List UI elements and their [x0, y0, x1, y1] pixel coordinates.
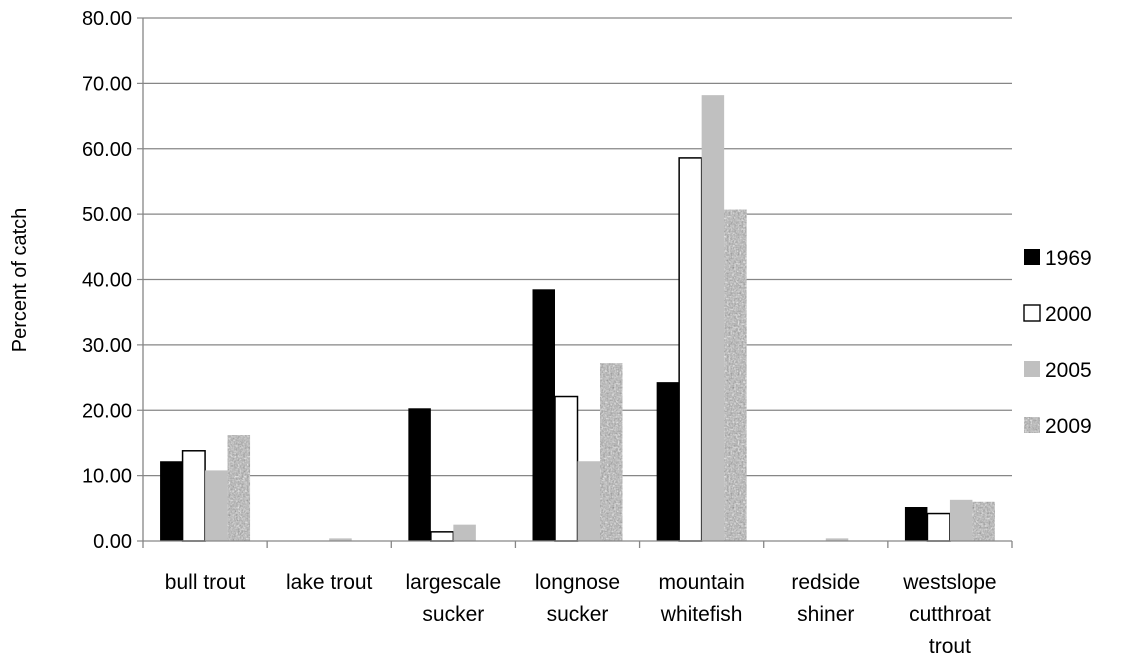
y-tick-label: 0.00	[93, 531, 132, 553]
bar-2005-6	[949, 499, 973, 541]
bar-2000-3	[554, 395, 579, 542]
bar-1969-2	[408, 408, 431, 541]
bar-1969-4	[656, 382, 680, 541]
bar-2009-3	[600, 363, 623, 541]
bar-2000-0	[181, 450, 206, 542]
bar-2000-4	[678, 157, 703, 542]
bar-2000-2	[430, 531, 455, 542]
y-axis-ticks: 0.00 10.00 20.00 30.00 40.00 50.00 60.00 70.00 8…	[82, 8, 143, 553]
bars	[160, 95, 995, 542]
x-category-label: largescale sucker	[405, 571, 501, 626]
legend-swatch-1969	[1024, 249, 1040, 265]
bar-2005-1	[329, 538, 352, 541]
y-tick-label: 80.00	[82, 8, 132, 30]
x-category-label: longnose sucker	[535, 571, 620, 626]
y-tick-label: 40.00	[82, 270, 132, 292]
x-category-label: bull trout	[165, 571, 246, 594]
bar-1969-3	[532, 289, 555, 541]
legend-label-2009: 2009	[1045, 415, 1092, 438]
bar-2005-5	[825, 538, 849, 541]
y-axis-title: Percent of catch	[9, 208, 31, 353]
legend-swatch-2009	[1024, 417, 1040, 433]
bar-2005-0	[205, 470, 228, 541]
y-tick-label: 50.00	[82, 204, 132, 226]
legend-label-1969: 1969	[1045, 247, 1092, 270]
bar-1969-6	[904, 507, 928, 541]
bar-2005-4	[701, 95, 725, 541]
x-category-label: mountain whitefish	[658, 571, 744, 626]
legend: 1969 2000 2005 2009	[1023, 247, 1092, 438]
bar-2005-2	[453, 524, 476, 541]
x-axis-labels: bull trout lake trout largescale sucker long…	[165, 571, 997, 658]
legend-swatch-2005	[1024, 361, 1040, 377]
bar-2009-4	[724, 209, 747, 541]
bar-2000-6	[926, 512, 951, 542]
y-tick-label: 20.00	[82, 400, 132, 422]
legend-label-2005: 2005	[1045, 359, 1092, 382]
x-category-label: westslope cutthroat trout	[902, 571, 996, 658]
legend-label-2000: 2000	[1045, 303, 1092, 326]
y-tick-label: 70.00	[82, 73, 132, 95]
bar-1969-0	[160, 461, 183, 541]
gridlines	[143, 17, 1012, 477]
x-category-label: lake trout	[286, 571, 373, 594]
y-tick-label: 30.00	[82, 335, 132, 357]
x-category-label: redside shiner	[791, 571, 860, 626]
axes	[142, 18, 1013, 548]
bar-2009-0	[227, 435, 251, 541]
bar-2005-3	[577, 461, 600, 541]
y-tick-label: 60.00	[82, 139, 132, 161]
y-tick-label: 10.00	[82, 466, 132, 488]
legend-swatch-2000	[1023, 304, 1041, 322]
bar-2009-6	[972, 501, 995, 541]
